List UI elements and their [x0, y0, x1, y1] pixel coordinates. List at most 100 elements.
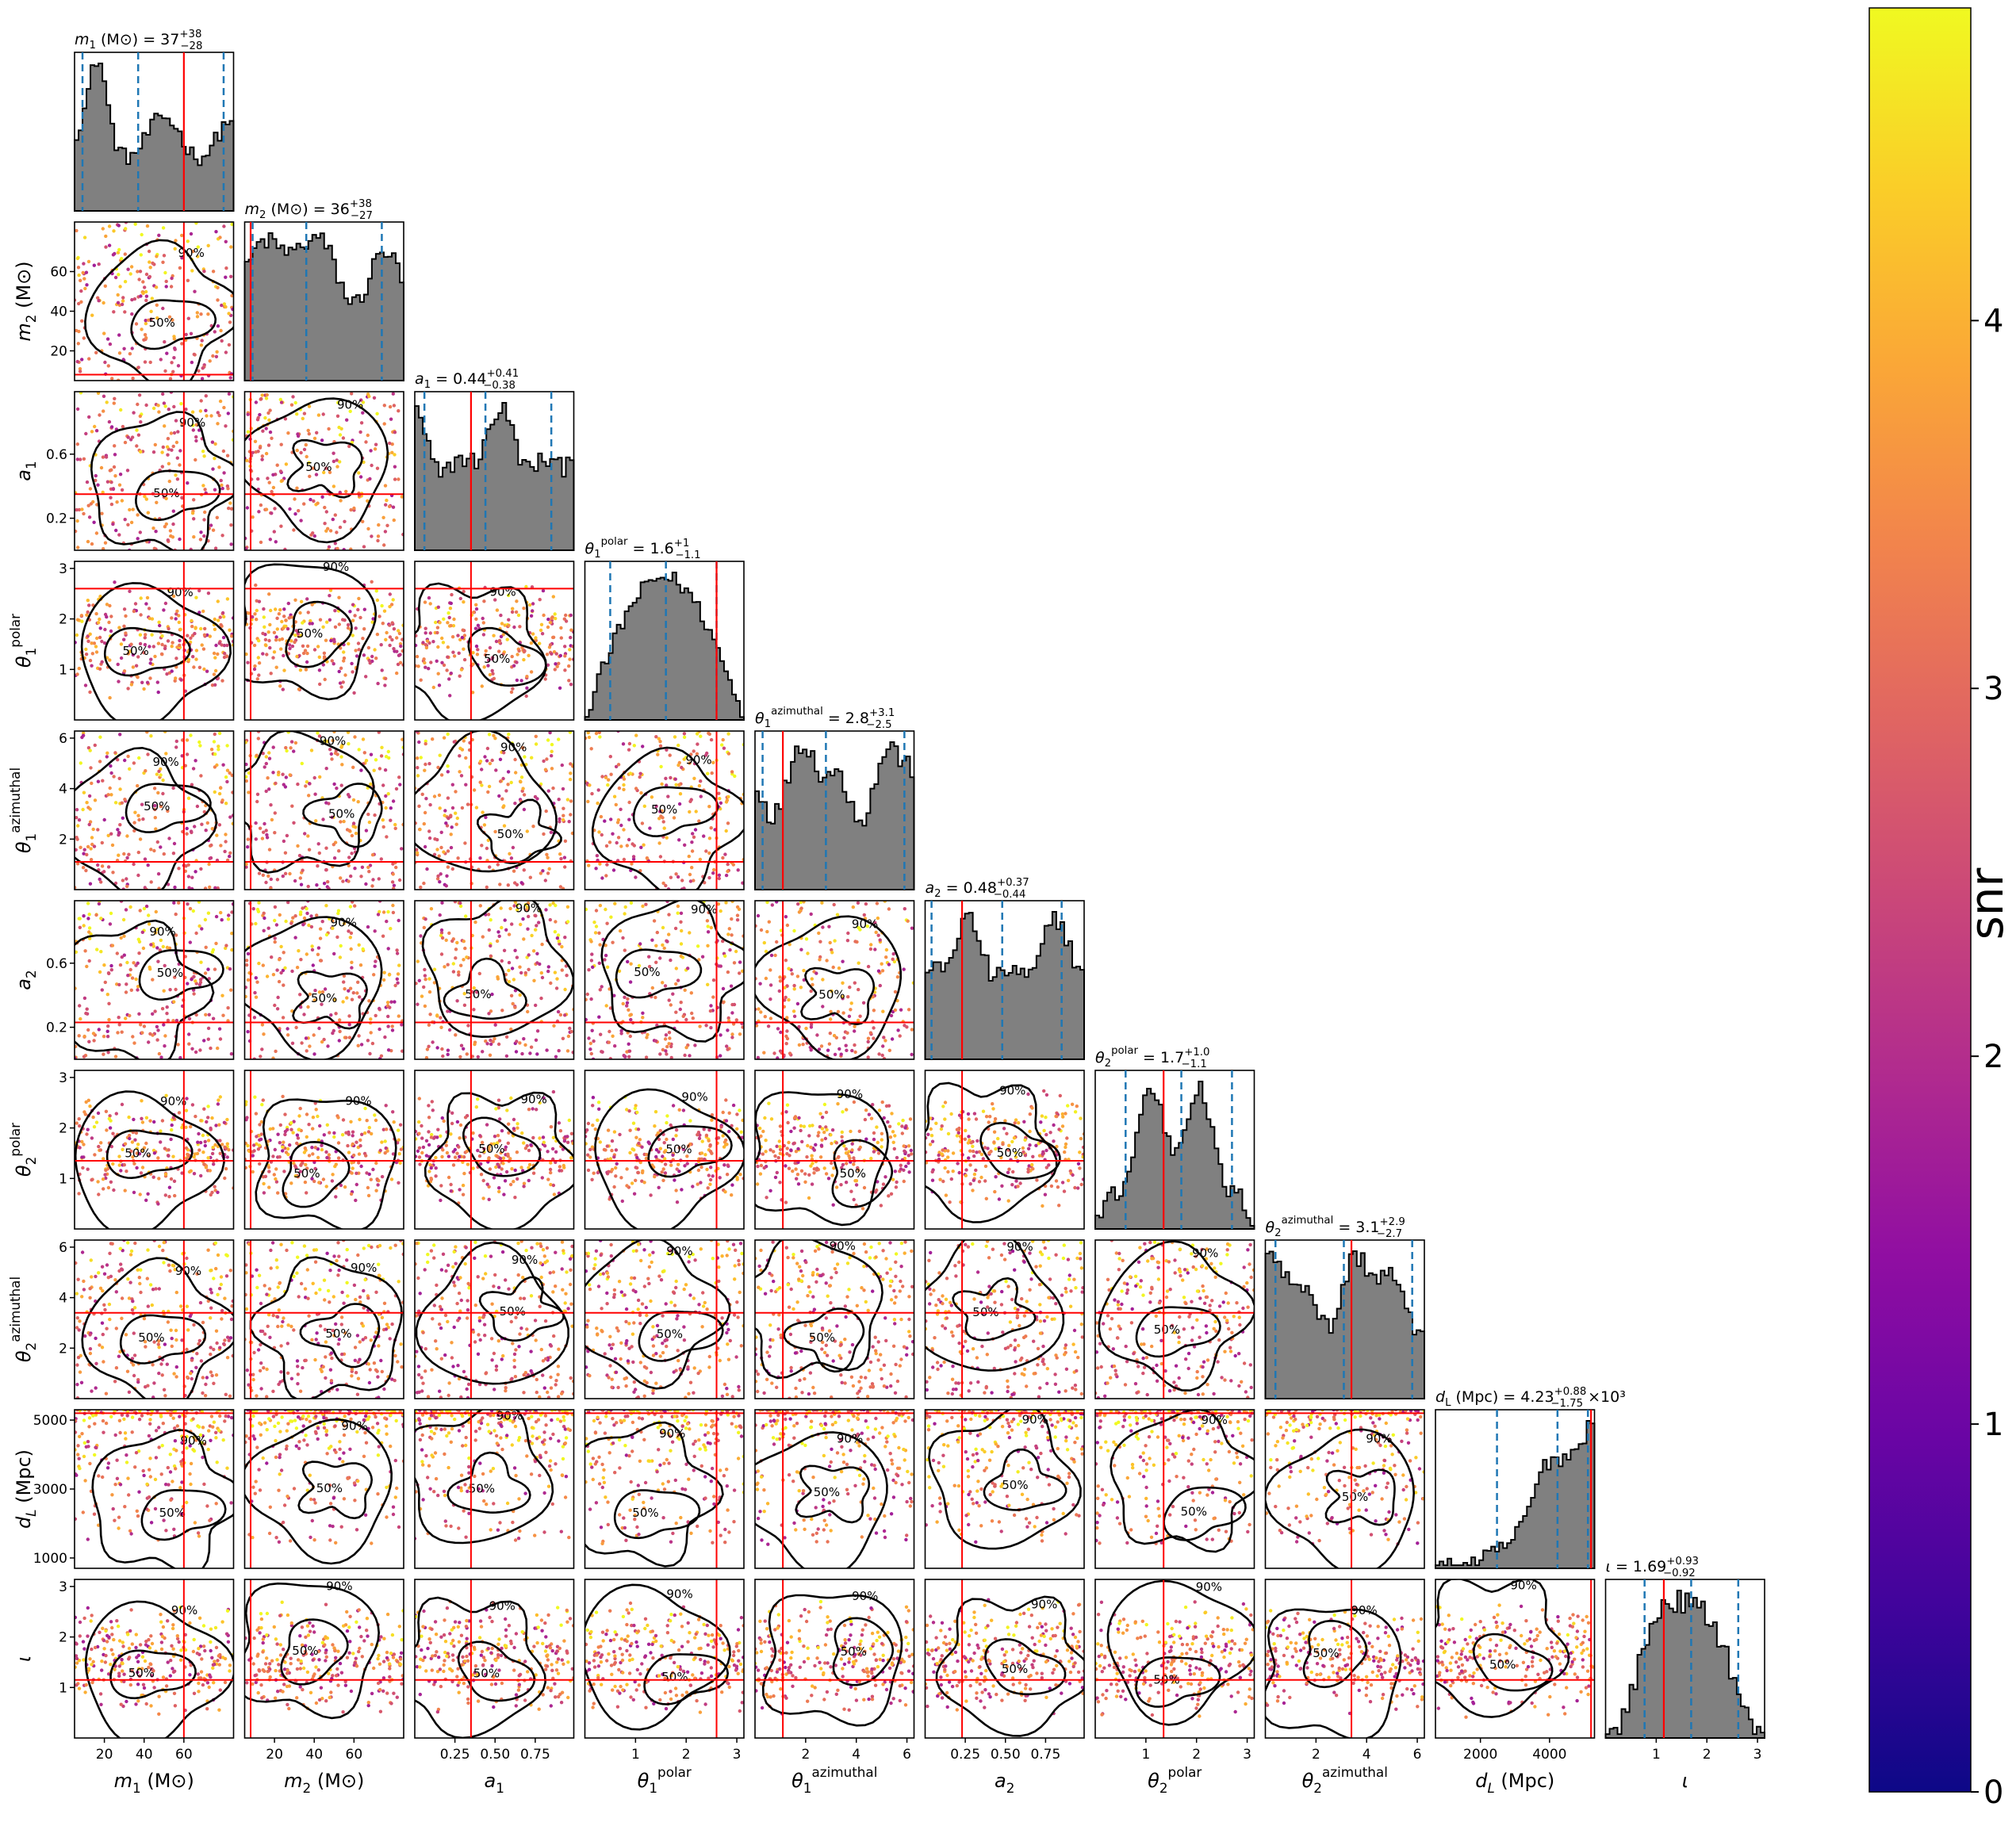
scatter-point [546, 969, 550, 974]
scatter-point [706, 771, 710, 775]
scatter-point [561, 813, 565, 817]
scatter-point [378, 1027, 381, 1032]
scatter-point [657, 1185, 661, 1190]
scatter-point [312, 1033, 316, 1037]
scatter-point [186, 875, 191, 879]
scatter-point [520, 1051, 524, 1056]
scatter-point [678, 792, 683, 796]
scatter-point [527, 1178, 531, 1183]
scatter-point [304, 442, 308, 447]
scatter-point [389, 1000, 393, 1004]
scatter-point [427, 977, 431, 981]
scatter-point [369, 449, 373, 453]
scatter-point [213, 656, 217, 660]
scatter-point [135, 1166, 139, 1170]
scatter-point [213, 790, 217, 794]
scatter-point [328, 748, 332, 752]
scatter-point [175, 477, 180, 481]
scatter-point [522, 868, 526, 872]
scatter-point [462, 657, 467, 662]
scatter-point [102, 963, 106, 967]
scatter-point [507, 968, 511, 973]
scatter-point [396, 981, 400, 985]
scatter-point [465, 1052, 469, 1056]
scatter-point [267, 756, 272, 760]
scatter-point [166, 809, 170, 813]
scatter-point [591, 1104, 595, 1108]
scatter-point [313, 989, 317, 993]
contour-label-50: 50% [297, 626, 323, 641]
scatter-point [542, 613, 546, 618]
scatter-point [354, 649, 358, 653]
scatter-point [289, 1121, 293, 1125]
scatter-point [318, 927, 323, 931]
scatter-point [140, 1149, 144, 1153]
scatter-point [397, 477, 401, 481]
scatter-point [86, 1028, 90, 1032]
scatter-point [124, 631, 128, 635]
scatter-point [301, 923, 305, 927]
scatter-point [492, 1142, 496, 1146]
scatter-point [465, 955, 469, 959]
scatter-point [265, 833, 269, 837]
scatter-point [361, 519, 365, 523]
scatter-point [810, 977, 814, 981]
scatter-point [839, 1052, 843, 1056]
scatter-point [123, 518, 127, 522]
scatter-point [82, 852, 86, 856]
scatter-point [320, 1002, 324, 1006]
scatter-point [85, 283, 89, 287]
scatter-point [335, 414, 340, 418]
scatter-point [82, 277, 86, 281]
scatter-point [82, 235, 87, 239]
scatter-point [296, 844, 300, 848]
scatter-point [336, 1116, 340, 1120]
scatter-point [149, 309, 153, 313]
scatter-point [309, 924, 314, 929]
scatter-point [535, 924, 538, 928]
scatter-point [493, 829, 497, 834]
scatter-point [103, 627, 107, 632]
scatter-point [528, 603, 532, 607]
scatter-points: 90%50% [75, 222, 234, 381]
scatter-point [513, 1168, 517, 1173]
scatter-point [215, 833, 219, 837]
scatter-point [92, 641, 97, 645]
scatter-point [102, 331, 106, 335]
scatter-point [206, 1116, 210, 1120]
scatter-point [329, 752, 333, 756]
scatter-point [260, 454, 264, 458]
scatter-point [351, 634, 355, 637]
scatter-point [661, 1178, 665, 1183]
scatter-point [765, 929, 769, 934]
scatter-point [378, 909, 381, 914]
scatter-point [118, 473, 123, 477]
scatter-point [113, 1055, 118, 1058]
scatter-point [864, 902, 868, 906]
scatter-point [172, 1000, 176, 1004]
scatter-point [262, 615, 266, 619]
scatter-point [90, 1136, 94, 1140]
scatter-point [251, 614, 255, 619]
scatter-point [639, 845, 643, 850]
scatter-point [802, 968, 806, 973]
scatter-point [683, 988, 687, 993]
scatter-point [550, 652, 554, 656]
scatter-point [320, 495, 324, 499]
scatter-point [544, 908, 548, 912]
scatter-point [507, 1122, 511, 1126]
scatter-point [492, 1176, 496, 1180]
scatter-point [227, 1148, 231, 1152]
scatter-point [692, 749, 696, 753]
scatter-point [446, 865, 450, 869]
scatter-point [141, 291, 145, 296]
scatter-point [190, 875, 194, 879]
scatter-point [258, 446, 263, 450]
scatter-point [501, 1156, 506, 1160]
scatter-point [194, 438, 198, 443]
scatter-point [102, 1035, 106, 1039]
scatter-point [94, 429, 99, 433]
scatter-point [706, 924, 710, 928]
scatter-point [197, 982, 202, 987]
scatter-point [397, 1181, 401, 1185]
